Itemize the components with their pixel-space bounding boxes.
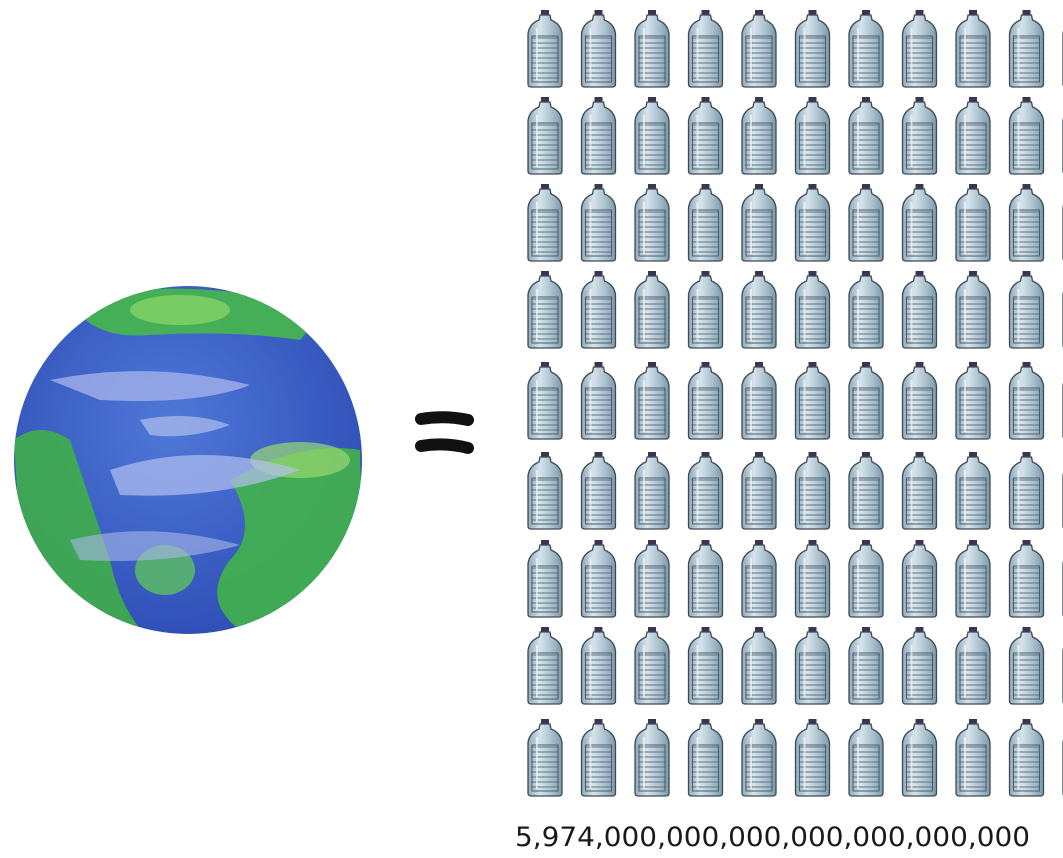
bottle [528,362,562,439]
bottle [1010,540,1044,617]
bottle [528,184,562,261]
bottle [635,540,669,617]
bottle [1010,184,1044,261]
bottle [796,184,830,261]
bottle [956,540,990,617]
bottle-grid [528,10,1063,796]
bottle [849,362,883,439]
bottle [956,271,990,348]
bottle [635,627,669,704]
bottle [849,452,883,529]
bottle [1010,10,1044,87]
bottle [956,627,990,704]
bottle [582,627,616,704]
bottle [689,362,723,439]
bottle [635,362,669,439]
bottle [635,97,669,174]
bottle [528,719,562,796]
bottle [796,540,830,617]
bottle [528,10,562,87]
bottle [796,452,830,529]
bottle [528,271,562,348]
bottle [635,10,669,87]
bottle [582,184,616,261]
bottle [796,719,830,796]
bottle [635,719,669,796]
bottle [582,271,616,348]
bottle [1010,452,1044,529]
bottle [849,627,883,704]
bottle [956,10,990,87]
bottle [903,627,937,704]
bottle [903,271,937,348]
bottle [635,452,669,529]
bottle [689,271,723,348]
bottle [849,540,883,617]
bottle [582,452,616,529]
bottle [849,10,883,87]
bottle [582,10,616,87]
bottle [689,10,723,87]
bottle [742,10,776,87]
bottle [689,184,723,261]
bottle [849,97,883,174]
earth [14,286,362,634]
bottle [582,719,616,796]
bottle [796,10,830,87]
bottle [689,97,723,174]
bottle [528,627,562,704]
bottle [742,540,776,617]
bottle [742,362,776,439]
bottle [1010,719,1044,796]
bottle [903,184,937,261]
bottle [689,540,723,617]
bottle [742,627,776,704]
bottle [582,97,616,174]
bottle [582,540,616,617]
bottle [1010,362,1044,439]
bottle [903,540,937,617]
bottle [689,627,723,704]
equals-sign [415,411,474,454]
bottle [528,452,562,529]
bottle [742,271,776,348]
bottle [956,184,990,261]
earth-land [14,288,362,634]
bottle [742,184,776,261]
bottle [849,184,883,261]
bottle [1010,97,1044,174]
bottle [903,10,937,87]
bottle [635,271,669,348]
bottle [903,719,937,796]
bottle [849,719,883,796]
caption: 5,974,000,000,000,000,000,000,000 [515,822,1030,853]
bottle [1010,271,1044,348]
bottle [956,719,990,796]
bottle [956,452,990,529]
bottle [956,362,990,439]
bottle [796,271,830,348]
bottle [689,719,723,796]
bottle [528,540,562,617]
bottle [956,97,990,174]
bottle [849,271,883,348]
bottle [903,452,937,529]
bottle [742,97,776,174]
bottle [528,97,562,174]
bottle [742,719,776,796]
bottle [796,362,830,439]
bottle [796,627,830,704]
bottle [742,452,776,529]
bottle [796,97,830,174]
bottle [689,452,723,529]
bottle [903,362,937,439]
bottle [635,184,669,261]
bottle [582,362,616,439]
bottle [1010,627,1044,704]
bottle [903,97,937,174]
